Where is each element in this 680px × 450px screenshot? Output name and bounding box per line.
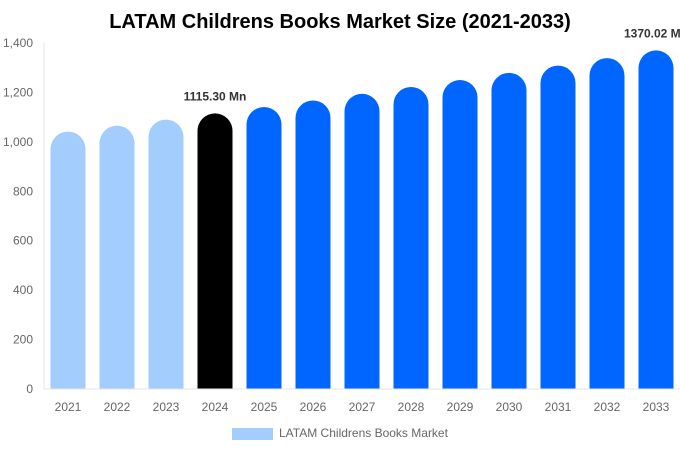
bar-2026 [295, 100, 331, 389]
data-label: 1115.30 Mn [184, 89, 247, 103]
y-tick-label: 1,200 [3, 85, 33, 99]
x-tick-label: 2021 [55, 400, 82, 414]
x-tick-label: 2023 [153, 400, 180, 414]
x-tick-label: 2024 [202, 400, 229, 414]
chart-title: LATAM Childrens Books Market Size (2021-… [109, 11, 571, 33]
x-tick-label: 2025 [251, 400, 278, 414]
legend-label: LATAM Childrens Books Market [279, 426, 449, 440]
bar-2027 [344, 93, 380, 390]
bar-2024 [197, 113, 233, 389]
bar-2021 [50, 131, 86, 390]
bar-2033 [638, 50, 674, 390]
x-tick-label: 2028 [398, 400, 425, 414]
x-tick-label: 2029 [447, 400, 474, 414]
x-tick-label: 2027 [349, 400, 376, 414]
x-tick-label: 2033 [643, 400, 670, 414]
data-label: 1370.02 Mn [624, 26, 680, 40]
bar-2032 [589, 58, 625, 389]
bar-2022 [99, 125, 135, 389]
bar-2030 [491, 72, 527, 389]
y-tick-label: 1,000 [3, 135, 33, 149]
x-tick-label: 2022 [104, 400, 131, 414]
bar-2031 [540, 65, 576, 389]
y-tick-label: 200 [13, 333, 33, 347]
x-tick-label: 2031 [545, 400, 572, 414]
y-tick-label: 600 [13, 234, 33, 248]
y-tick-label: 800 [13, 184, 33, 198]
x-tick-label: 2026 [300, 400, 327, 414]
bar-2029 [442, 79, 478, 389]
x-tick-label: 2030 [496, 400, 523, 414]
bar-2028 [393, 86, 429, 390]
x-tick-label: 2032 [594, 400, 621, 414]
y-tick-label: 1,400 [3, 36, 33, 50]
legend-swatch [232, 428, 273, 440]
y-tick-label: 400 [13, 283, 33, 297]
y-tick-label: 0 [26, 382, 33, 396]
bar-2023 [148, 119, 184, 389]
bar-2025 [246, 106, 282, 389]
